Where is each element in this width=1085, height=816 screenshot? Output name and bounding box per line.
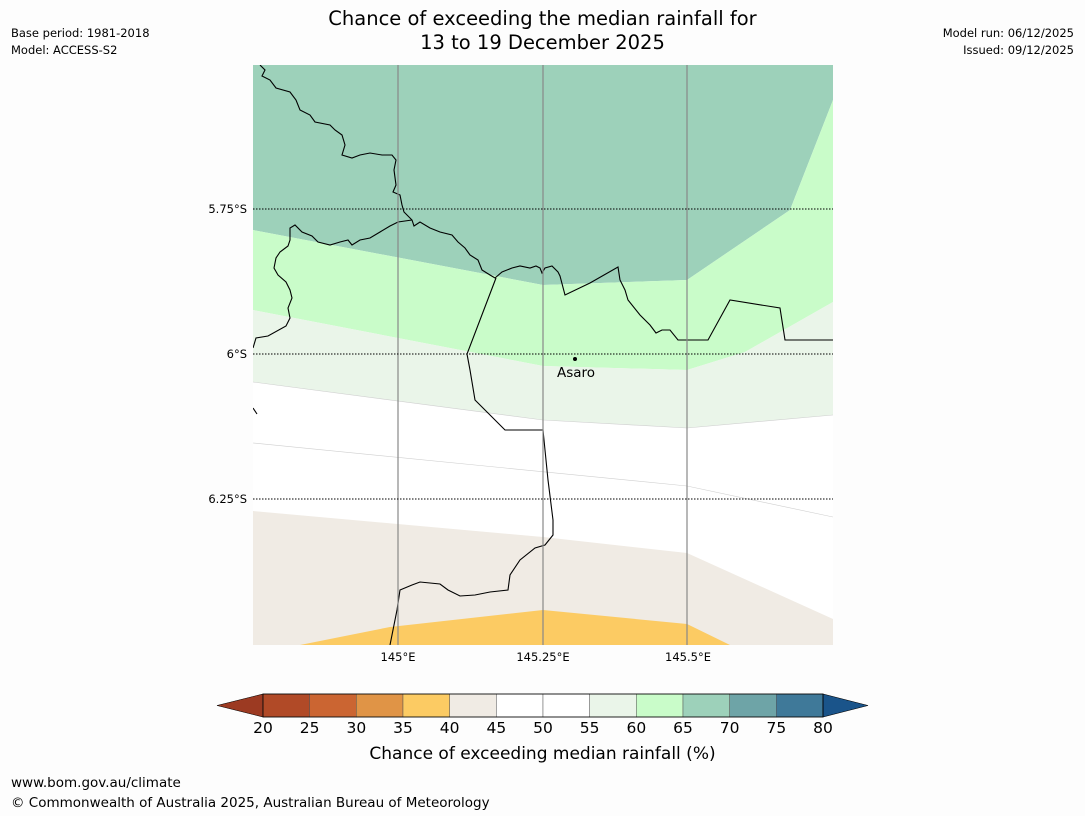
colorbar-tick-label: 55 xyxy=(579,719,600,737)
colorbar-title: Chance of exceeding median rainfall (%) xyxy=(369,744,716,764)
coastline xyxy=(259,65,833,341)
colorbar-tick-label: 35 xyxy=(393,719,413,737)
colorbar-segment xyxy=(449,693,497,718)
map-title: Chance of exceeding the median rainfall … xyxy=(0,7,1085,55)
model-name: Model: ACCESS-S2 xyxy=(11,43,118,57)
colorbar-segment xyxy=(309,693,357,718)
colorbar-segment xyxy=(542,693,590,718)
colorbar-segment xyxy=(776,693,824,718)
map-area xyxy=(253,65,833,645)
lon-label-145: 145°E xyxy=(380,650,416,664)
footer-copyright: © Commonwealth of Australia 2025, Austra… xyxy=(11,795,490,811)
colorbar-tick-label: 65 xyxy=(673,719,693,737)
lon-label-145-25: 145.25°E xyxy=(516,650,570,664)
border-line xyxy=(253,219,413,349)
colorbar-extension-high xyxy=(822,693,869,718)
right-metadata: Model run: 06/12/2025 Issued: 09/12/2025 xyxy=(943,25,1074,59)
colorbar-segment xyxy=(496,693,544,718)
border-line xyxy=(253,407,258,415)
colorbar-tick-label: 30 xyxy=(346,719,367,737)
colorbar-tick-label: 80 xyxy=(813,719,833,737)
colorbar-tick-label: 60 xyxy=(626,719,647,737)
base-period: Base period: 1981-2018 xyxy=(11,26,150,40)
colorbar-segment xyxy=(262,693,310,718)
border-line xyxy=(389,277,554,645)
asaro-marker xyxy=(573,357,577,361)
colorbar-tick-label: 25 xyxy=(299,719,320,737)
colorbar-tick-label: 45 xyxy=(486,719,507,737)
colorbar-tick-label: 70 xyxy=(719,719,740,737)
colorbar-segment xyxy=(589,693,637,718)
colorbar-tick-label: 20 xyxy=(253,719,273,737)
left-metadata: Base period: 1981-2018 Model: ACCESS-S2 xyxy=(11,25,150,59)
title-line-1: Chance of exceeding the median rainfall … xyxy=(328,7,757,30)
colorbar-segment xyxy=(636,693,684,718)
lon-label-145-5: 145.5°E xyxy=(665,650,711,664)
town-label-asaro: Asaro xyxy=(557,365,596,381)
issued-date: Issued: 09/12/2025 xyxy=(963,43,1074,57)
colorbar-segment xyxy=(682,693,730,718)
colorbar-tick-label: 40 xyxy=(439,719,460,737)
footer-url: www.bom.gov.au/climate xyxy=(11,775,181,791)
colorbar-segment xyxy=(356,693,404,718)
title-line-2: 13 to 19 December 2025 xyxy=(420,31,665,54)
lat-label-6: 6°S xyxy=(226,347,247,361)
colorbar-segment xyxy=(402,693,450,718)
colorbar xyxy=(216,693,869,718)
zone-35-40 xyxy=(300,610,730,645)
colorbar-tick-label: 75 xyxy=(766,719,787,737)
lat-label-5-75: 5.75°S xyxy=(208,202,247,216)
colorbar-extension-low xyxy=(216,693,264,718)
colorbar-outline xyxy=(262,693,824,718)
lat-label-6-25: 6.25°S xyxy=(208,492,247,506)
colorbar-segment xyxy=(729,693,777,718)
colorbar-tick-label: 50 xyxy=(533,719,553,737)
model-run: Model run: 06/12/2025 xyxy=(942,26,1074,40)
